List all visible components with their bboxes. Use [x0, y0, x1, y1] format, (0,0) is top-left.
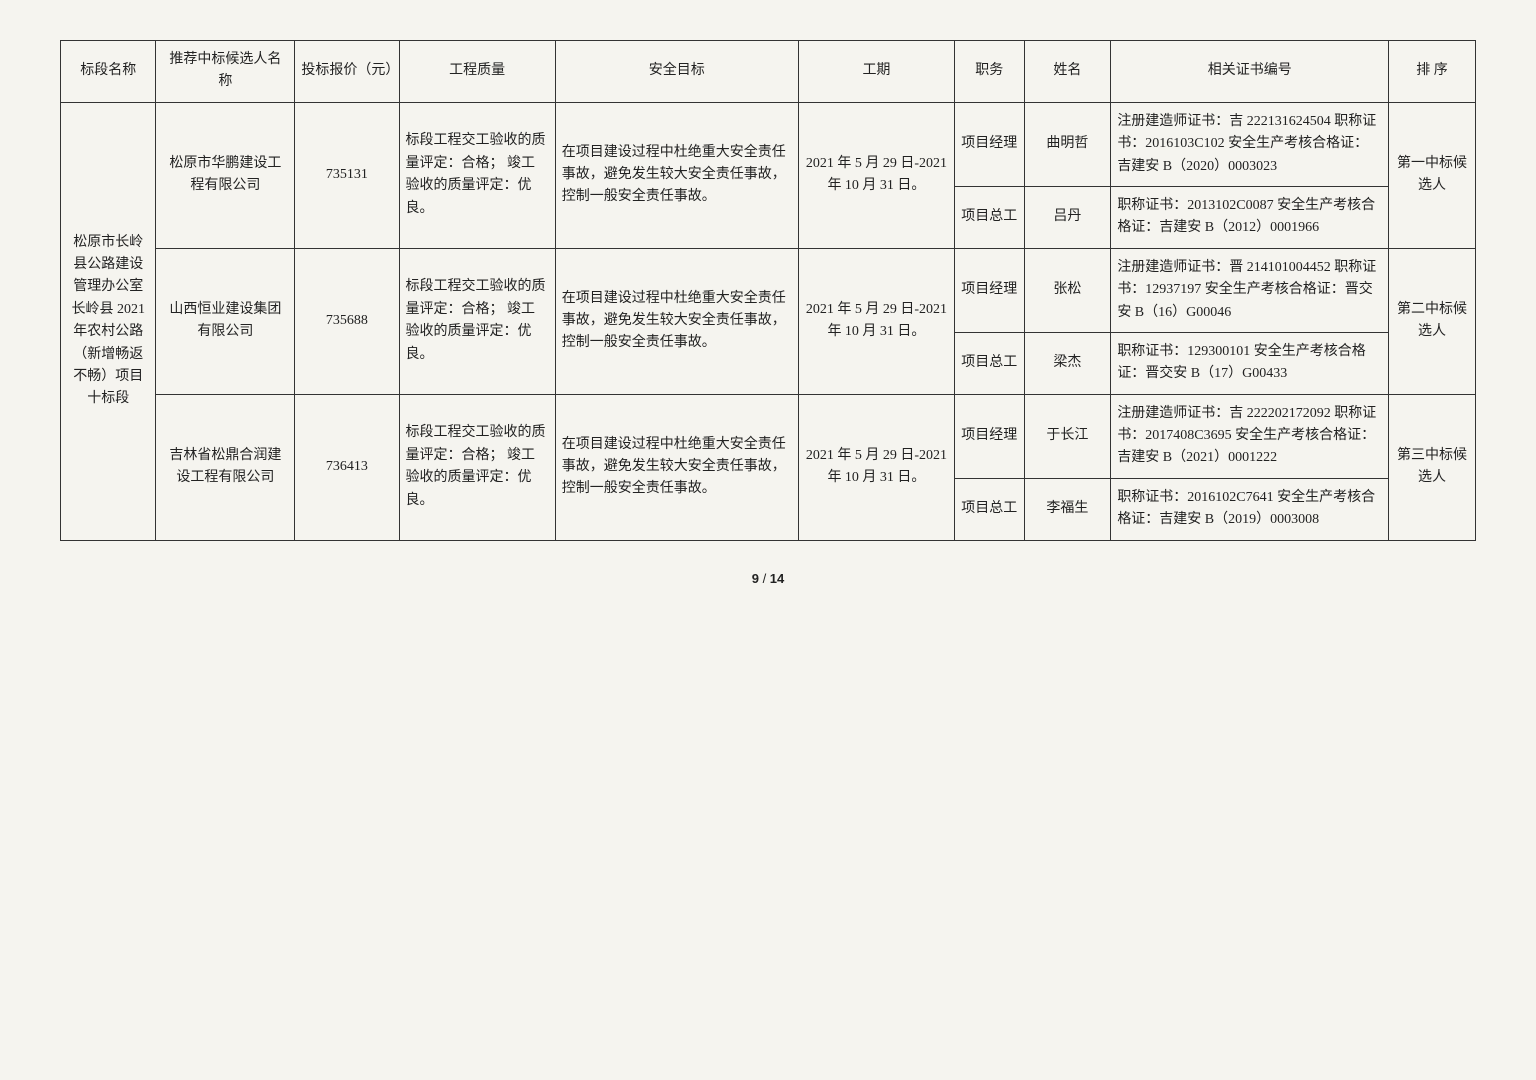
cell-name: 梁杰	[1024, 332, 1111, 394]
cell-section: 松原市长岭县公路建设管理办公室长岭县 2021 年农村公路（新增畅返不畅）项目十…	[61, 102, 156, 540]
cell-quality: 标段工程交工验收的质量评定：合格； 竣工验收的质量评定：优良。	[399, 248, 555, 394]
table-row: 山西恒业建设集团有限公司 735688 标段工程交工验收的质量评定：合格； 竣工…	[61, 248, 1476, 332]
cell-safety: 在项目建设过程中杜绝重大安全责任事故，避免发生较大安全责任事故，控制一般安全责任…	[555, 102, 798, 248]
cell-rank: 第二中标候选人	[1389, 248, 1476, 394]
th-price: 投标报价（元）	[295, 41, 399, 103]
cell-name: 曲明哲	[1024, 102, 1111, 186]
th-rank: 排 序	[1389, 41, 1476, 103]
cell-cert: 注册建造师证书：吉 222131624504 职称证书：2016103C102 …	[1111, 102, 1389, 186]
cell-price: 736413	[295, 394, 399, 540]
table-body: 松原市长岭县公路建设管理办公室长岭县 2021 年农村公路（新增畅返不畅）项目十…	[61, 102, 1476, 540]
cell-cert: 注册建造师证书：吉 222202172092 职称证书：2017408C3695…	[1111, 394, 1389, 478]
cell-role: 项目经理	[955, 102, 1024, 186]
cell-company: 松原市华鹏建设工程有限公司	[156, 102, 295, 248]
th-role: 职务	[955, 41, 1024, 103]
cell-name: 李福生	[1024, 478, 1111, 540]
cell-safety: 在项目建设过程中杜绝重大安全责任事故，避免发生较大安全责任事故，控制一般安全责任…	[555, 248, 798, 394]
cell-name: 张松	[1024, 248, 1111, 332]
cell-role: 项目总工	[955, 478, 1024, 540]
cell-period: 2021 年 5 月 29 日-2021 年 10 月 31 日。	[798, 248, 954, 394]
page-current: 9	[752, 571, 759, 586]
page-sep: /	[759, 571, 770, 586]
cell-rank: 第一中标候选人	[1389, 102, 1476, 248]
cell-cert: 注册建造师证书：晋 214101004452 职称证书：12937197 安全生…	[1111, 248, 1389, 332]
cell-role: 项目经理	[955, 394, 1024, 478]
header-row: 标段名称 推荐中标候选人名称 投标报价（元） 工程质量 安全目标 工期 职务 姓…	[61, 41, 1476, 103]
th-name: 姓名	[1024, 41, 1111, 103]
cell-role: 项目经理	[955, 248, 1024, 332]
cell-quality: 标段工程交工验收的质量评定：合格； 竣工验收的质量评定：优良。	[399, 394, 555, 540]
cell-cert: 职称证书：129300101 安全生产考核合格证：晋交安 B（17）G00433	[1111, 332, 1389, 394]
th-period: 工期	[798, 41, 954, 103]
cell-safety: 在项目建设过程中杜绝重大安全责任事故，避免发生较大安全责任事故，控制一般安全责任…	[555, 394, 798, 540]
cell-period: 2021 年 5 月 29 日-2021 年 10 月 31 日。	[798, 394, 954, 540]
th-quality: 工程质量	[399, 41, 555, 103]
cell-price: 735688	[295, 248, 399, 394]
cell-rank: 第三中标候选人	[1389, 394, 1476, 540]
cell-quality: 标段工程交工验收的质量评定：合格； 竣工验收的质量评定：优良。	[399, 102, 555, 248]
bid-table: 标段名称 推荐中标候选人名称 投标报价（元） 工程质量 安全目标 工期 职务 姓…	[60, 40, 1476, 541]
cell-name: 于长江	[1024, 394, 1111, 478]
cell-price: 735131	[295, 102, 399, 248]
th-section: 标段名称	[61, 41, 156, 103]
table-row: 松原市长岭县公路建设管理办公室长岭县 2021 年农村公路（新增畅返不畅）项目十…	[61, 102, 1476, 186]
cell-role: 项目总工	[955, 186, 1024, 248]
cell-cert: 职称证书：2016102C7641 安全生产考核合格证：吉建安 B（2019）0…	[1111, 478, 1389, 540]
cell-period: 2021 年 5 月 29 日-2021 年 10 月 31 日。	[798, 102, 954, 248]
th-cert: 相关证书编号	[1111, 41, 1389, 103]
table-row: 吉林省松鼎合润建设工程有限公司 736413 标段工程交工验收的质量评定：合格；…	[61, 394, 1476, 478]
th-safety: 安全目标	[555, 41, 798, 103]
page-number: 9 / 14	[60, 571, 1476, 586]
cell-name: 吕丹	[1024, 186, 1111, 248]
cell-company: 吉林省松鼎合润建设工程有限公司	[156, 394, 295, 540]
cell-company: 山西恒业建设集团有限公司	[156, 248, 295, 394]
page-total: 14	[770, 571, 784, 586]
th-bidder: 推荐中标候选人名称	[156, 41, 295, 103]
cell-role: 项目总工	[955, 332, 1024, 394]
cell-cert: 职称证书：2013102C0087 安全生产考核合格证：吉建安 B（2012）0…	[1111, 186, 1389, 248]
